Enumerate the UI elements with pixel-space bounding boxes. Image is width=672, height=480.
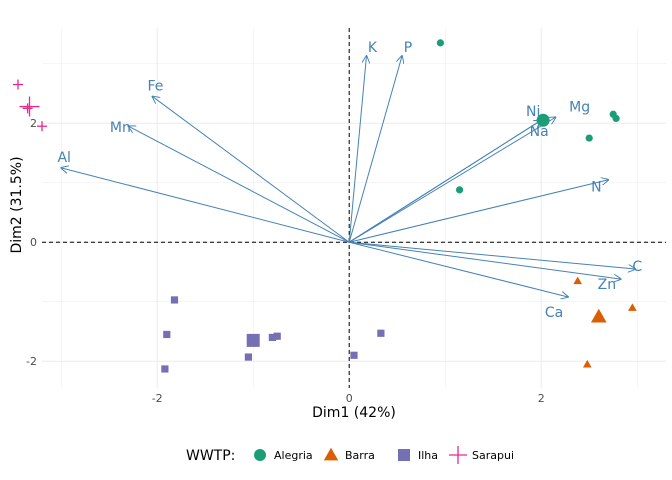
arrow-na <box>348 120 541 243</box>
variable-label-mn: Mn <box>110 120 131 136</box>
variable-label-mg: Mg <box>569 99 590 115</box>
grid-lines <box>42 28 666 388</box>
legend-key-ilha <box>398 449 410 461</box>
point-barra <box>628 303 637 311</box>
variable-label-n: N <box>591 180 601 196</box>
legend-key-sarapui <box>449 446 467 464</box>
legend-label-ilha: Ilha <box>418 449 438 462</box>
variable-label-ni: Ni <box>526 104 540 120</box>
variable-label-ca: Ca <box>545 305 563 321</box>
legend-label-sarapui: Sarapui <box>472 449 514 462</box>
x-tick-label: 2 <box>538 392 545 405</box>
point-barra <box>573 276 582 285</box>
variable-arrows <box>61 56 635 297</box>
tick-labels: -2 0 2 -2 0 2 <box>26 117 545 405</box>
point-ilha <box>273 332 281 340</box>
centroid-sarapui <box>19 96 40 117</box>
variable-label-fe: Fe <box>147 78 163 94</box>
legend-label-alegria: Alegria <box>274 449 313 462</box>
y-tick-label: -2 <box>26 355 37 368</box>
arrow-p <box>348 56 402 243</box>
arrow-ca <box>349 241 568 297</box>
point-alegria <box>612 114 620 123</box>
variable-label-zn: Zn <box>598 277 616 293</box>
point-ilha <box>244 353 252 361</box>
variable-label-p: P <box>404 40 412 56</box>
point-ilha <box>170 296 179 304</box>
arrow-c <box>349 241 635 269</box>
legend-key-barra <box>323 447 339 461</box>
point-ilha <box>350 351 358 359</box>
point-ilha <box>163 330 171 339</box>
reference-lines <box>42 28 666 388</box>
point-ilha <box>377 329 385 337</box>
y-axis-title: Dim2 (31.5%) <box>9 156 25 253</box>
point-sarapui <box>22 103 33 114</box>
point-ilha <box>268 333 276 342</box>
point-ilha <box>161 365 169 373</box>
x-tick-label: 0 <box>346 392 353 405</box>
variable-labels: K P Fe Mn Al Ni Mg Na N C Zn Ca <box>57 40 642 321</box>
arrow-zn <box>349 241 621 279</box>
y-tick-label: 2 <box>30 117 37 130</box>
x-axis-title: Dim1 (42%) <box>312 405 396 421</box>
variable-label-c: C <box>632 259 642 275</box>
legend-key-alegria <box>254 449 266 461</box>
arrow-n <box>349 180 608 243</box>
arrow-al <box>61 168 350 243</box>
point-barra <box>582 359 592 368</box>
variable-label-k: K <box>368 40 378 56</box>
point-alegria <box>436 39 444 47</box>
point-sarapui <box>37 121 47 132</box>
arrow-mg <box>348 117 555 243</box>
legend-label-barra: Barra <box>345 449 375 462</box>
arrow-k <box>348 56 366 243</box>
centroid-barra <box>591 308 607 323</box>
arrow-mn <box>128 126 350 243</box>
x-tick-label: -2 <box>152 392 163 405</box>
point-alegria <box>456 186 464 194</box>
point-sarapui <box>13 79 23 90</box>
y-tick-label: 0 <box>30 236 37 249</box>
data-points <box>13 39 637 373</box>
arrow-fe <box>152 96 350 243</box>
variable-label-al: Al <box>57 150 70 166</box>
legend-title: WWTP: <box>186 448 235 464</box>
centroid-ilha <box>246 333 260 347</box>
point-alegria <box>585 134 593 142</box>
legend: WWTP: Alegria Barra Ilha Sarapui <box>186 446 514 464</box>
variable-label-na: Na <box>530 124 549 140</box>
centroid-alegria <box>536 113 550 127</box>
